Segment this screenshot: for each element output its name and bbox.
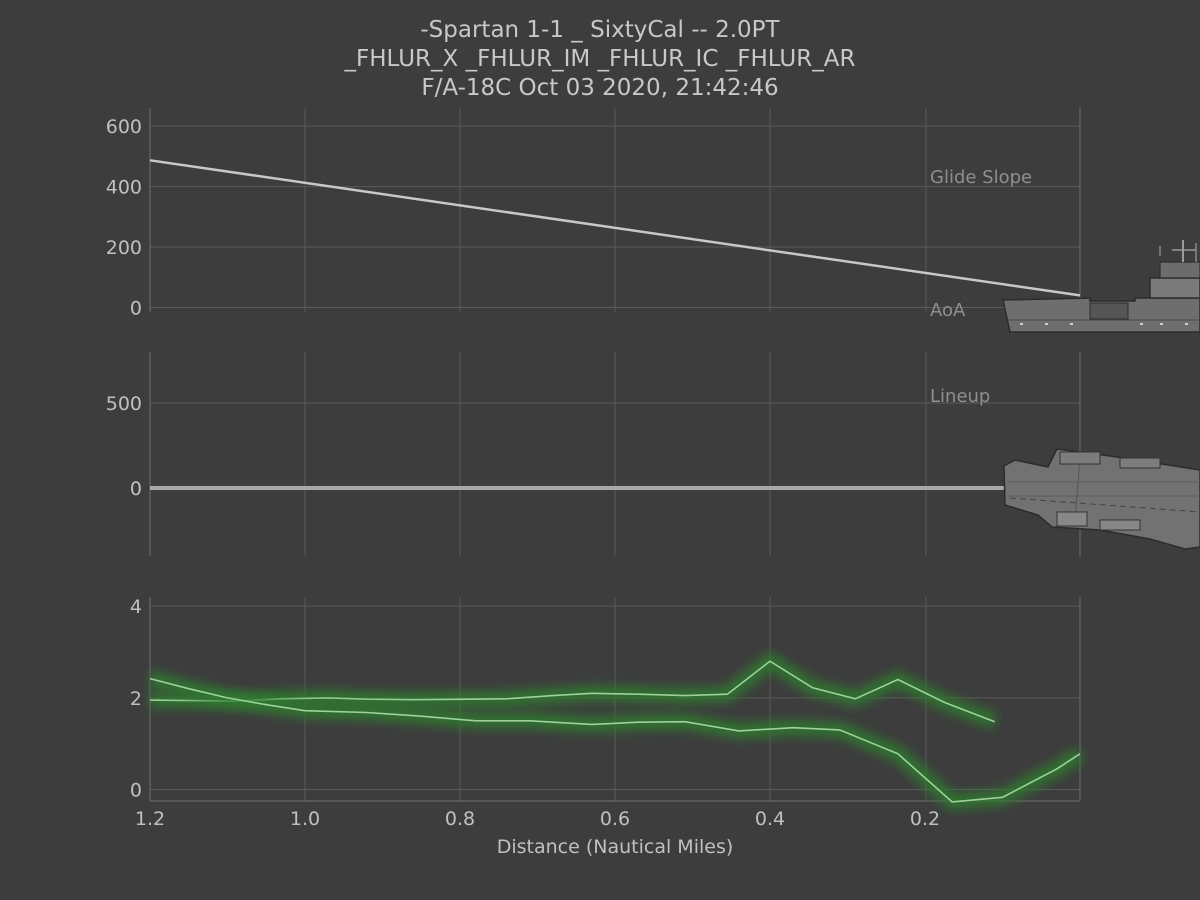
x-tick-label: 1.2 — [135, 808, 165, 830]
x-tick-label: 0.4 — [755, 808, 785, 830]
aoa-panel: 0 2 4 1.2 1.0 0.8 0.6 0.4 0.2 Distance (Nautical … — [130, 596, 1085, 858]
x-tick-label: 0.6 — [600, 808, 630, 830]
y-tick-label: 0 — [130, 780, 142, 802]
panel-secondary-label: AoA — [930, 300, 966, 321]
lineup-panel: 0 500 Lineup — [106, 352, 1081, 556]
x-tick-label: 1.0 — [290, 808, 320, 830]
y-tick-label: 400 — [106, 177, 142, 199]
glide-slope-series-line — [149, 159, 1081, 297]
title-line-3: F/A-18C Oct 03 2020, 21:42:46 — [421, 75, 778, 101]
panel-label: Glide Slope — [930, 167, 1032, 188]
aoa-series-line — [149, 677, 1081, 803]
y-tick-label: 2 — [130, 688, 142, 710]
carrier-top-view-icon — [1003, 448, 1200, 550]
x-tick-label: 0.8 — [445, 808, 475, 830]
y-tick-label: 600 — [106, 116, 142, 138]
x-tick-label: 0.2 — [910, 808, 940, 830]
y-tick-label: 500 — [106, 393, 142, 415]
aoa-series-line — [149, 660, 995, 723]
x-axis-label: Distance (Nautical Miles) — [497, 836, 734, 858]
y-tick-label: 4 — [130, 596, 142, 618]
y-tick-label: 0 — [130, 478, 142, 500]
title-line-1: -Spartan 1-1 _ SixtyCal -- 2.0PT — [420, 17, 780, 43]
panel-label: Lineup — [930, 386, 990, 407]
y-tick-label: 200 — [106, 237, 142, 259]
title-line-2: _FHLUR_X _FHLUR_IM _FHLUR_IC _FHLUR_AR — [344, 46, 856, 72]
carrier-side-view-icon — [1002, 240, 1200, 333]
glide-slope-panel: 0 200 400 600 Glide Slope AoA — [106, 108, 1081, 321]
y-tick-label: 0 — [130, 297, 142, 319]
